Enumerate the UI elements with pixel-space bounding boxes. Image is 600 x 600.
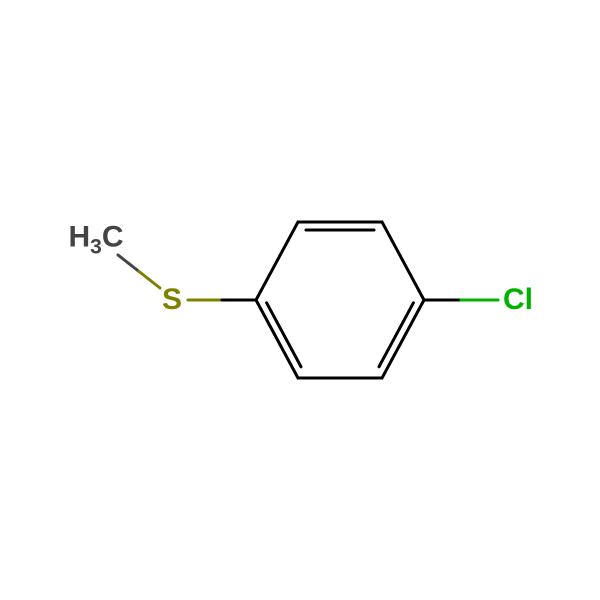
atom-label-cl: Cl [503,283,533,317]
atom-label-ch3: H3C [68,221,123,260]
atom-label-s: S [162,283,182,317]
